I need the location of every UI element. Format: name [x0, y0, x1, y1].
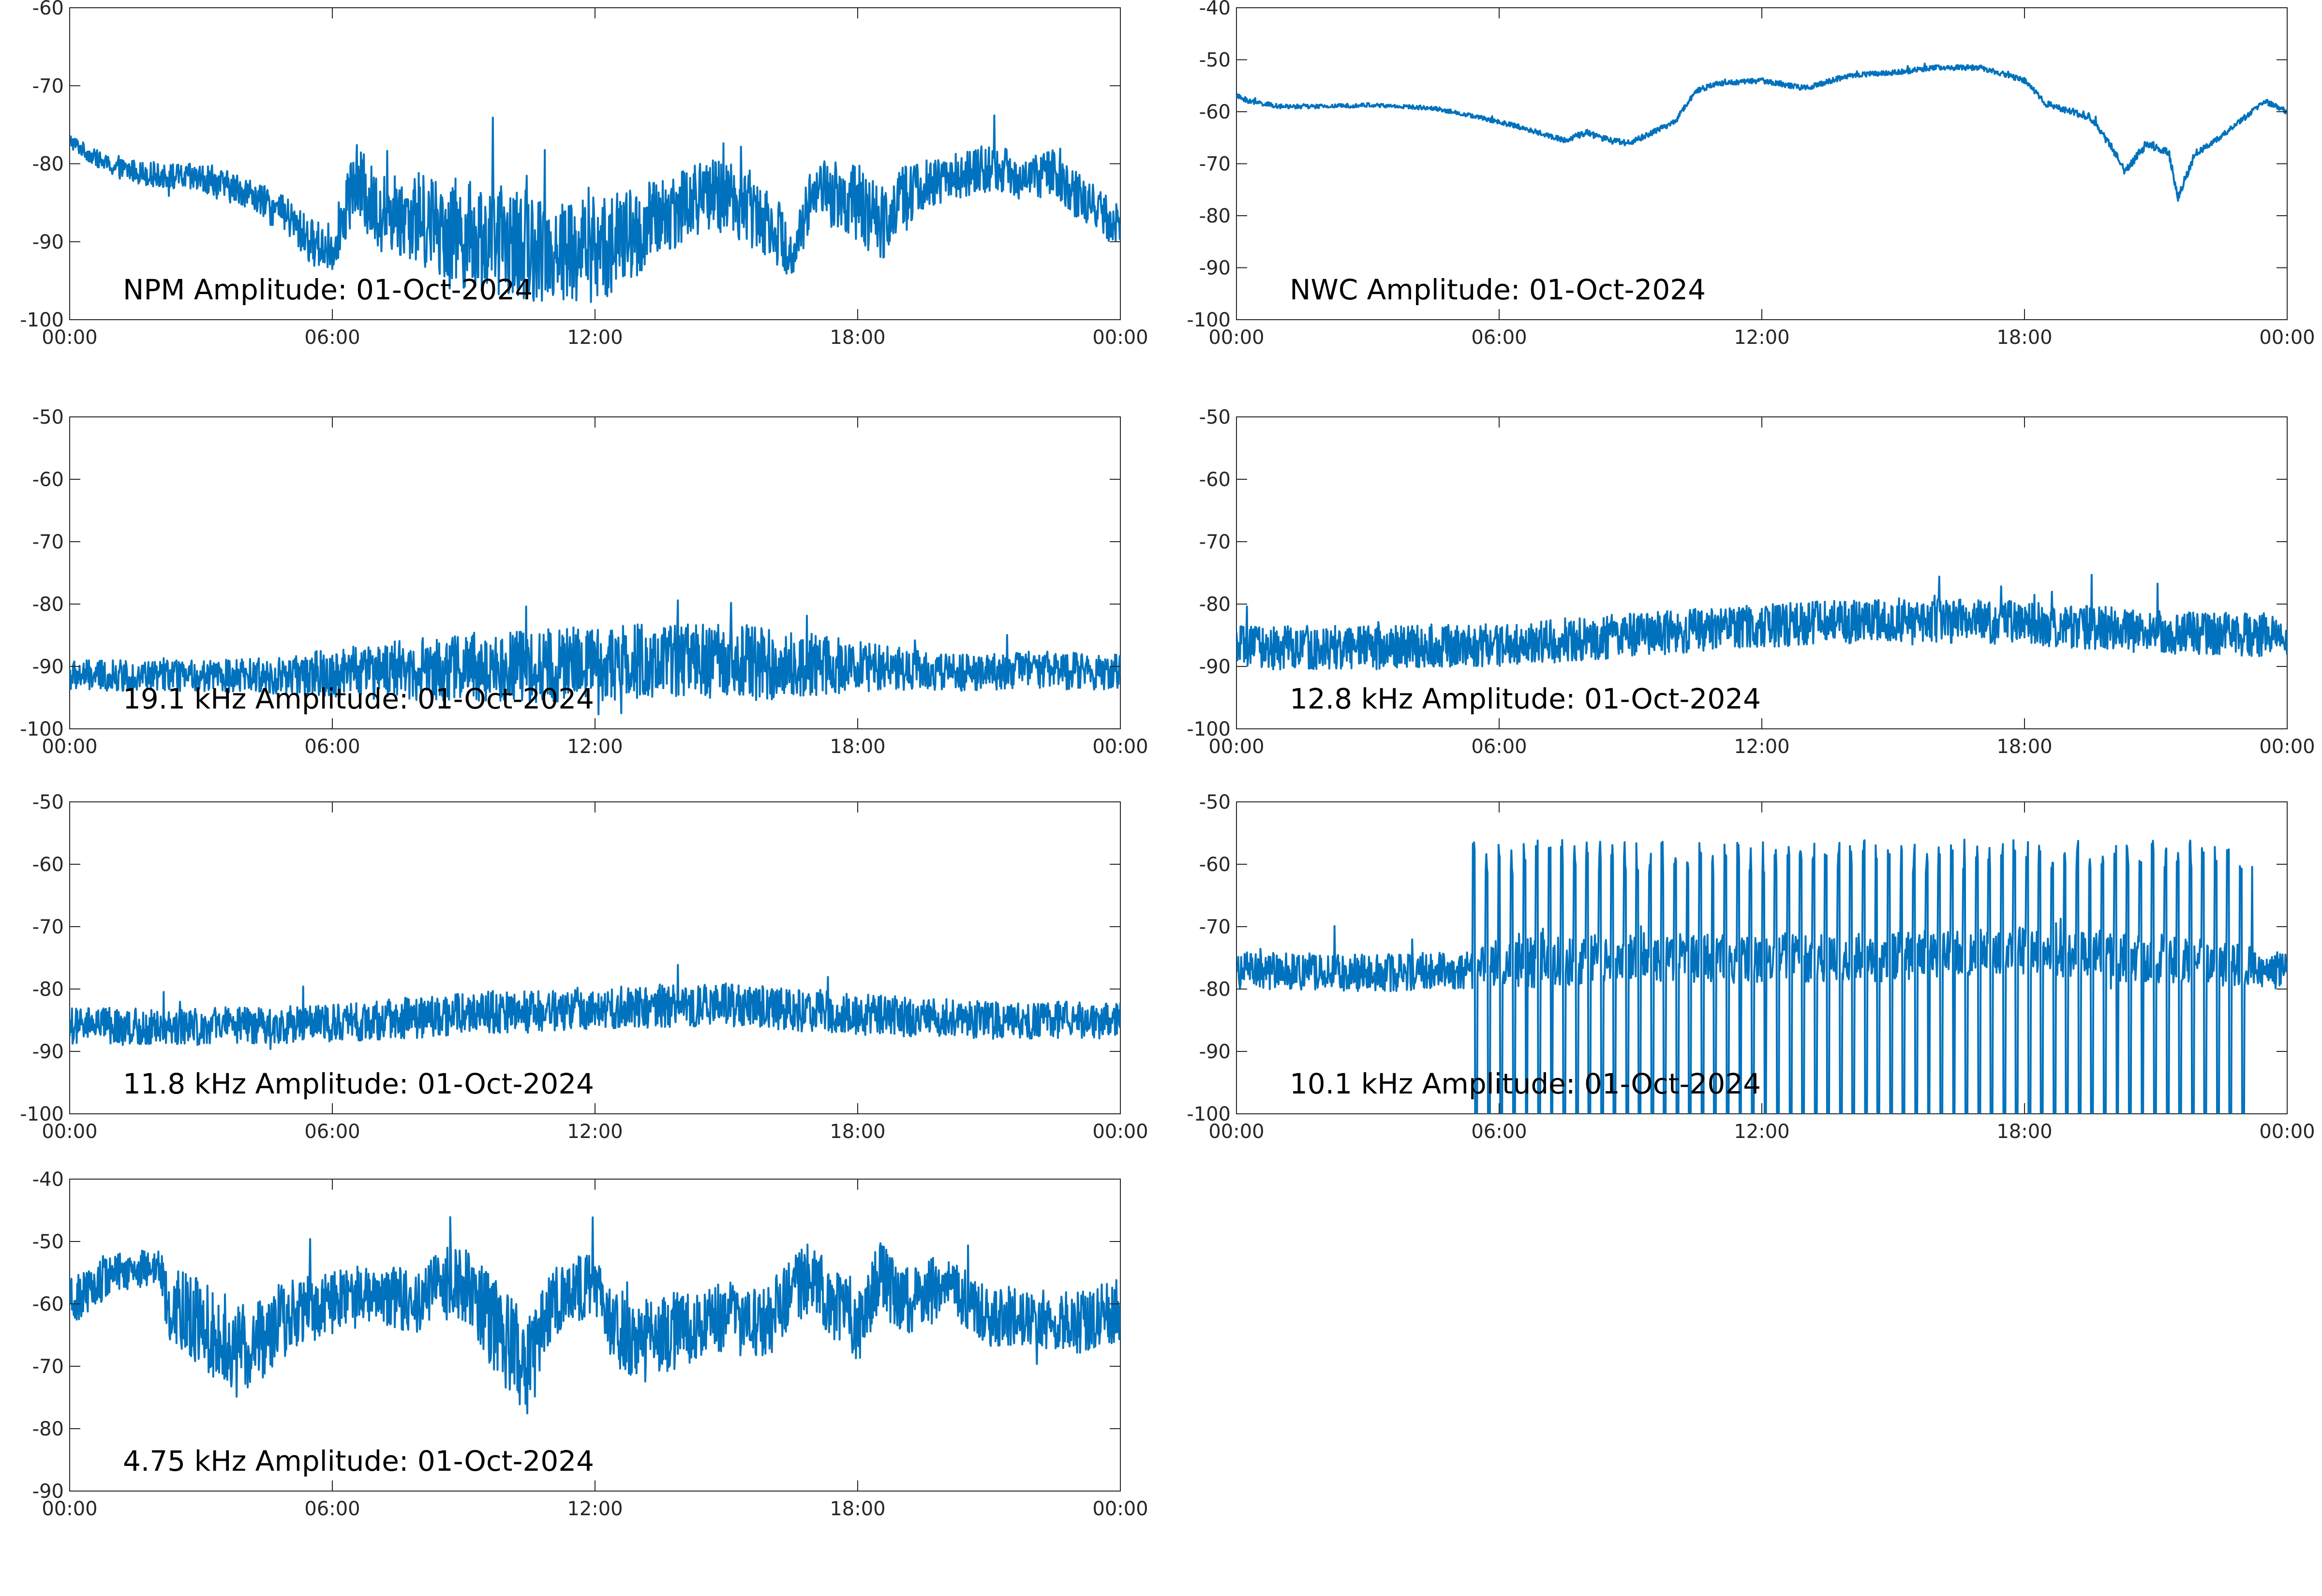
y-tick-label: -60	[32, 1293, 64, 1315]
y-tick-label: -60	[32, 469, 64, 491]
y-tick-label: -70	[1199, 916, 1231, 938]
y-tick-label: -80	[1199, 205, 1231, 227]
y-tick-label: -60	[32, 0, 64, 19]
y-tick-label: -40	[1199, 0, 1231, 19]
panel-title: 11.8 kHz Amplitude: 01-Oct-2024	[123, 1067, 594, 1100]
y-tick-label: -100	[1187, 309, 1231, 331]
x-tick-label: 00:00	[1208, 326, 1264, 349]
y-tick-label: -100	[20, 718, 64, 740]
x-tick-label: 12:00	[567, 1121, 623, 1143]
x-tick-label: 18:00	[1996, 1121, 2052, 1143]
y-tick-label: -100	[1187, 718, 1231, 740]
series-line	[70, 964, 1120, 1050]
panel-nwc: 00:00 06:00 12:00 18:00 00:00-100-90-80-70-6…	[1187, 0, 2315, 349]
y-tick-label: -90	[1199, 1041, 1231, 1063]
x-tick-label: 00:00	[1092, 736, 1148, 758]
y-tick-label: -70	[1199, 531, 1231, 553]
y-tick-label: -70	[32, 531, 64, 553]
x-tick-label: 12:00	[567, 1498, 623, 1520]
y-tick-label: -70	[32, 75, 64, 97]
x-tick-label: 00:00	[1092, 1498, 1148, 1520]
x-tick-label: 00:00	[42, 1121, 97, 1143]
panel-10-1-khz: 00:00 06:00 12:00 18:00 00:00-100-90-80-70-6…	[1187, 791, 2315, 1143]
x-tick-label: 06:00	[304, 326, 360, 349]
y-tick-label: -50	[32, 791, 64, 813]
x-tick-label: 00:00	[1092, 1121, 1148, 1143]
y-tick-label: -90	[32, 656, 64, 678]
y-tick-label: -90	[32, 1041, 64, 1063]
x-tick-label: 06:00	[1471, 326, 1527, 349]
y-tick-label: -80	[32, 1418, 64, 1440]
series-line	[1236, 839, 2287, 1114]
y-tick-label: -80	[32, 153, 64, 176]
y-tick-label: -50	[1199, 406, 1231, 429]
x-tick-label: 12:00	[1734, 1121, 1789, 1143]
y-tick-label: -90	[1199, 257, 1231, 280]
panel-title: 19.1 kHz Amplitude: 01-Oct-2024	[123, 682, 594, 715]
x-tick-label: 06:00	[304, 736, 360, 758]
x-tick-label: 06:00	[304, 1121, 360, 1143]
panel-title: NPM Amplitude: 01-Oct-2024	[123, 273, 533, 306]
x-tick-label: 18:00	[1996, 326, 2052, 349]
y-tick-label: -90	[32, 231, 64, 253]
series-line	[70, 599, 1120, 715]
panel-title: NWC Amplitude: 01-Oct-2024	[1290, 273, 1706, 306]
y-tick-label: -100	[20, 309, 64, 331]
x-tick-label: 18:00	[830, 1121, 885, 1143]
x-tick-label: 18:00	[1996, 736, 2052, 758]
x-tick-label: 00:00	[42, 326, 97, 349]
x-tick-label: 00:00	[2259, 736, 2315, 758]
y-tick-label: -60	[32, 854, 64, 876]
x-tick-label: 18:00	[830, 326, 885, 349]
x-tick-label: 00:00	[1092, 326, 1148, 349]
x-tick-label: 06:00	[1471, 736, 1527, 758]
panel-11-8-khz: 00:00 06:00 12:00 18:00 00:00-100-90-80-70-6…	[20, 791, 1148, 1143]
x-tick-label: 00:00	[42, 736, 97, 758]
x-tick-label: 18:00	[830, 1498, 885, 1520]
y-tick-label: -100	[20, 1103, 64, 1125]
y-tick-label: -100	[1187, 1103, 1231, 1125]
x-tick-label: 12:00	[1734, 736, 1789, 758]
y-tick-label: -60	[1199, 854, 1231, 876]
panel-19-1-khz: 00:00 06:00 12:00 18:00 00:00-100-90-80-70-6…	[20, 406, 1148, 758]
y-tick-label: -70	[32, 1356, 64, 1378]
x-tick-label: 00:00	[1208, 736, 1264, 758]
y-tick-label: -80	[1199, 978, 1231, 1001]
y-tick-label: -50	[1199, 49, 1231, 72]
y-tick-label: -50	[32, 406, 64, 429]
y-tick-label: -60	[1199, 101, 1231, 123]
y-tick-label: -80	[32, 593, 64, 616]
series-line	[70, 1216, 1120, 1415]
y-tick-label: -80	[32, 978, 64, 1001]
series-line	[1236, 62, 2287, 202]
y-tick-label: -70	[32, 916, 64, 938]
x-tick-label: 12:00	[1734, 326, 1789, 349]
y-tick-label: -60	[1199, 469, 1231, 491]
y-tick-label: -50	[32, 1231, 64, 1253]
x-tick-label: 00:00	[2259, 1121, 2315, 1143]
x-tick-label: 00:00	[1208, 1121, 1264, 1143]
x-tick-label: 12:00	[567, 326, 623, 349]
y-tick-label: -50	[1199, 791, 1231, 813]
x-tick-label: 06:00	[1471, 1121, 1527, 1143]
y-tick-label: -90	[32, 1480, 64, 1503]
y-tick-label: -80	[1199, 593, 1231, 616]
x-tick-label: 12:00	[567, 736, 623, 758]
x-tick-label: 06:00	[304, 1498, 360, 1520]
panel-npm: 00:00 06:00 12:00 18:00 00:00-100-90-80-70-6…	[20, 0, 1148, 349]
panel-title: 10.1 kHz Amplitude: 01-Oct-2024	[1290, 1067, 1761, 1100]
panel-12-8-khz: 00:00 06:00 12:00 18:00 00:00-100-90-80-70-6…	[1187, 406, 2315, 758]
x-tick-label: 00:00	[2259, 326, 2315, 349]
series-line	[70, 114, 1120, 303]
x-tick-label: 18:00	[830, 736, 885, 758]
series-line	[1236, 574, 2287, 670]
y-tick-label: -70	[1199, 153, 1231, 176]
y-tick-label: -90	[1199, 656, 1231, 678]
panel-title: 4.75 kHz Amplitude: 01-Oct-2024	[123, 1445, 594, 1478]
panel-4-75-khz: 00:00 06:00 12:00 18:00 00:00-90-80-70-60-50…	[32, 1168, 1148, 1520]
y-tick-label: -40	[32, 1168, 64, 1191]
x-tick-label: 00:00	[42, 1498, 97, 1520]
panel-title: 12.8 kHz Amplitude: 01-Oct-2024	[1290, 682, 1761, 715]
